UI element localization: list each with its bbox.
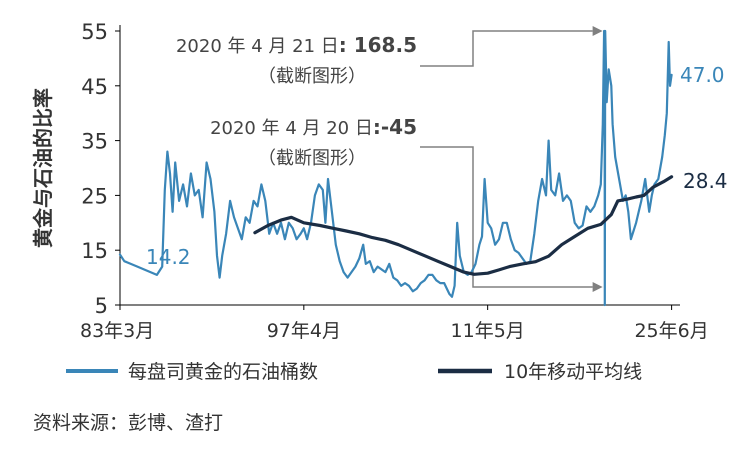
start-value-label: 14.2 — [146, 245, 191, 269]
x-tick-label: 97年4月 — [267, 320, 341, 342]
annotation-value: :-45 — [373, 115, 417, 139]
y-tick-label: 15 — [81, 239, 108, 263]
annotation-line2: （截断图形） — [258, 66, 366, 87]
x-tick-label: 11年5月 — [451, 320, 525, 342]
end-value-label-ma: 28.4 — [683, 169, 728, 193]
annotation-line1: 2020 年 4 月 20 日:-45 — [210, 115, 417, 139]
end-value-label-gold-oil: 47.0 — [680, 63, 725, 87]
source-note: 资料来源：彭博、渣打 — [33, 412, 223, 434]
legend-label-gold-oil: 每盘司黄金的石油桶数 — [128, 361, 318, 383]
y-axis-label: 黄金与石油的比率 — [31, 88, 55, 248]
y-tick-label: 35 — [81, 130, 108, 154]
x-tick-label: 83年3月 — [80, 320, 154, 342]
y-tick-label: 45 — [81, 75, 108, 99]
y-tick-label: 55 — [81, 20, 108, 44]
annotation-arrowhead-top — [593, 26, 603, 36]
annotation-line1: 2020 年 4 月 21 日: 168.5 — [176, 33, 417, 57]
annotation-value: : 168.5 — [339, 33, 417, 57]
annotation-line2: （截断图形） — [258, 148, 366, 169]
annotation-leader-top — [420, 31, 593, 66]
annotation-arrowhead-bottom — [593, 282, 603, 292]
annotation-date: 2020 年 4 月 21 日 — [176, 36, 339, 57]
x-tick-label: 25年6月 — [634, 320, 708, 342]
y-tick-label: 5 — [95, 294, 108, 318]
y-tick-label: 25 — [81, 184, 108, 208]
annotation-date: 2020 年 4 月 20 日 — [210, 118, 373, 139]
series-line-gold-oil — [120, 31, 672, 305]
legend-label-ma: 10年移动平均线 — [504, 361, 642, 383]
